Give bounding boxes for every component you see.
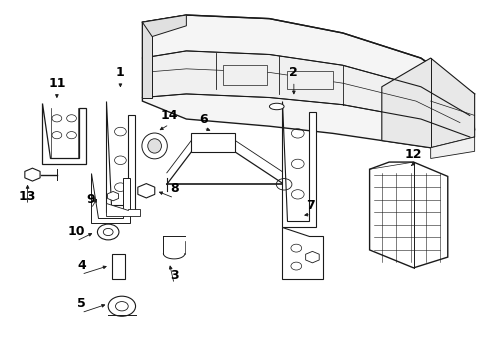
Polygon shape — [282, 226, 323, 279]
Polygon shape — [306, 251, 319, 263]
Text: 13: 13 — [19, 190, 36, 203]
Text: 1: 1 — [116, 66, 125, 79]
Text: 5: 5 — [77, 297, 86, 310]
Polygon shape — [431, 137, 475, 158]
Bar — [223, 65, 267, 85]
Polygon shape — [91, 173, 130, 223]
Polygon shape — [108, 192, 119, 201]
Polygon shape — [42, 103, 86, 164]
Text: 7: 7 — [307, 199, 316, 212]
Ellipse shape — [148, 139, 161, 153]
Bar — [287, 71, 333, 89]
Polygon shape — [143, 22, 152, 98]
Text: 14: 14 — [161, 109, 178, 122]
Bar — [112, 253, 125, 279]
Polygon shape — [143, 51, 470, 137]
Polygon shape — [138, 184, 155, 198]
Ellipse shape — [142, 133, 167, 159]
Ellipse shape — [270, 103, 284, 110]
Text: 12: 12 — [405, 148, 422, 161]
Polygon shape — [143, 15, 475, 148]
Text: 8: 8 — [170, 183, 178, 195]
Text: 9: 9 — [87, 193, 96, 206]
Polygon shape — [106, 203, 140, 216]
Polygon shape — [382, 58, 475, 148]
Text: 3: 3 — [170, 269, 178, 282]
Polygon shape — [25, 168, 40, 181]
Polygon shape — [143, 15, 186, 37]
Text: 4: 4 — [77, 259, 86, 272]
Polygon shape — [282, 101, 316, 226]
Text: 6: 6 — [199, 113, 208, 126]
Text: 10: 10 — [68, 225, 85, 238]
Text: 11: 11 — [48, 77, 66, 90]
Text: 2: 2 — [290, 66, 298, 79]
Polygon shape — [369, 162, 448, 268]
Polygon shape — [106, 101, 135, 212]
Bar — [191, 134, 235, 152]
